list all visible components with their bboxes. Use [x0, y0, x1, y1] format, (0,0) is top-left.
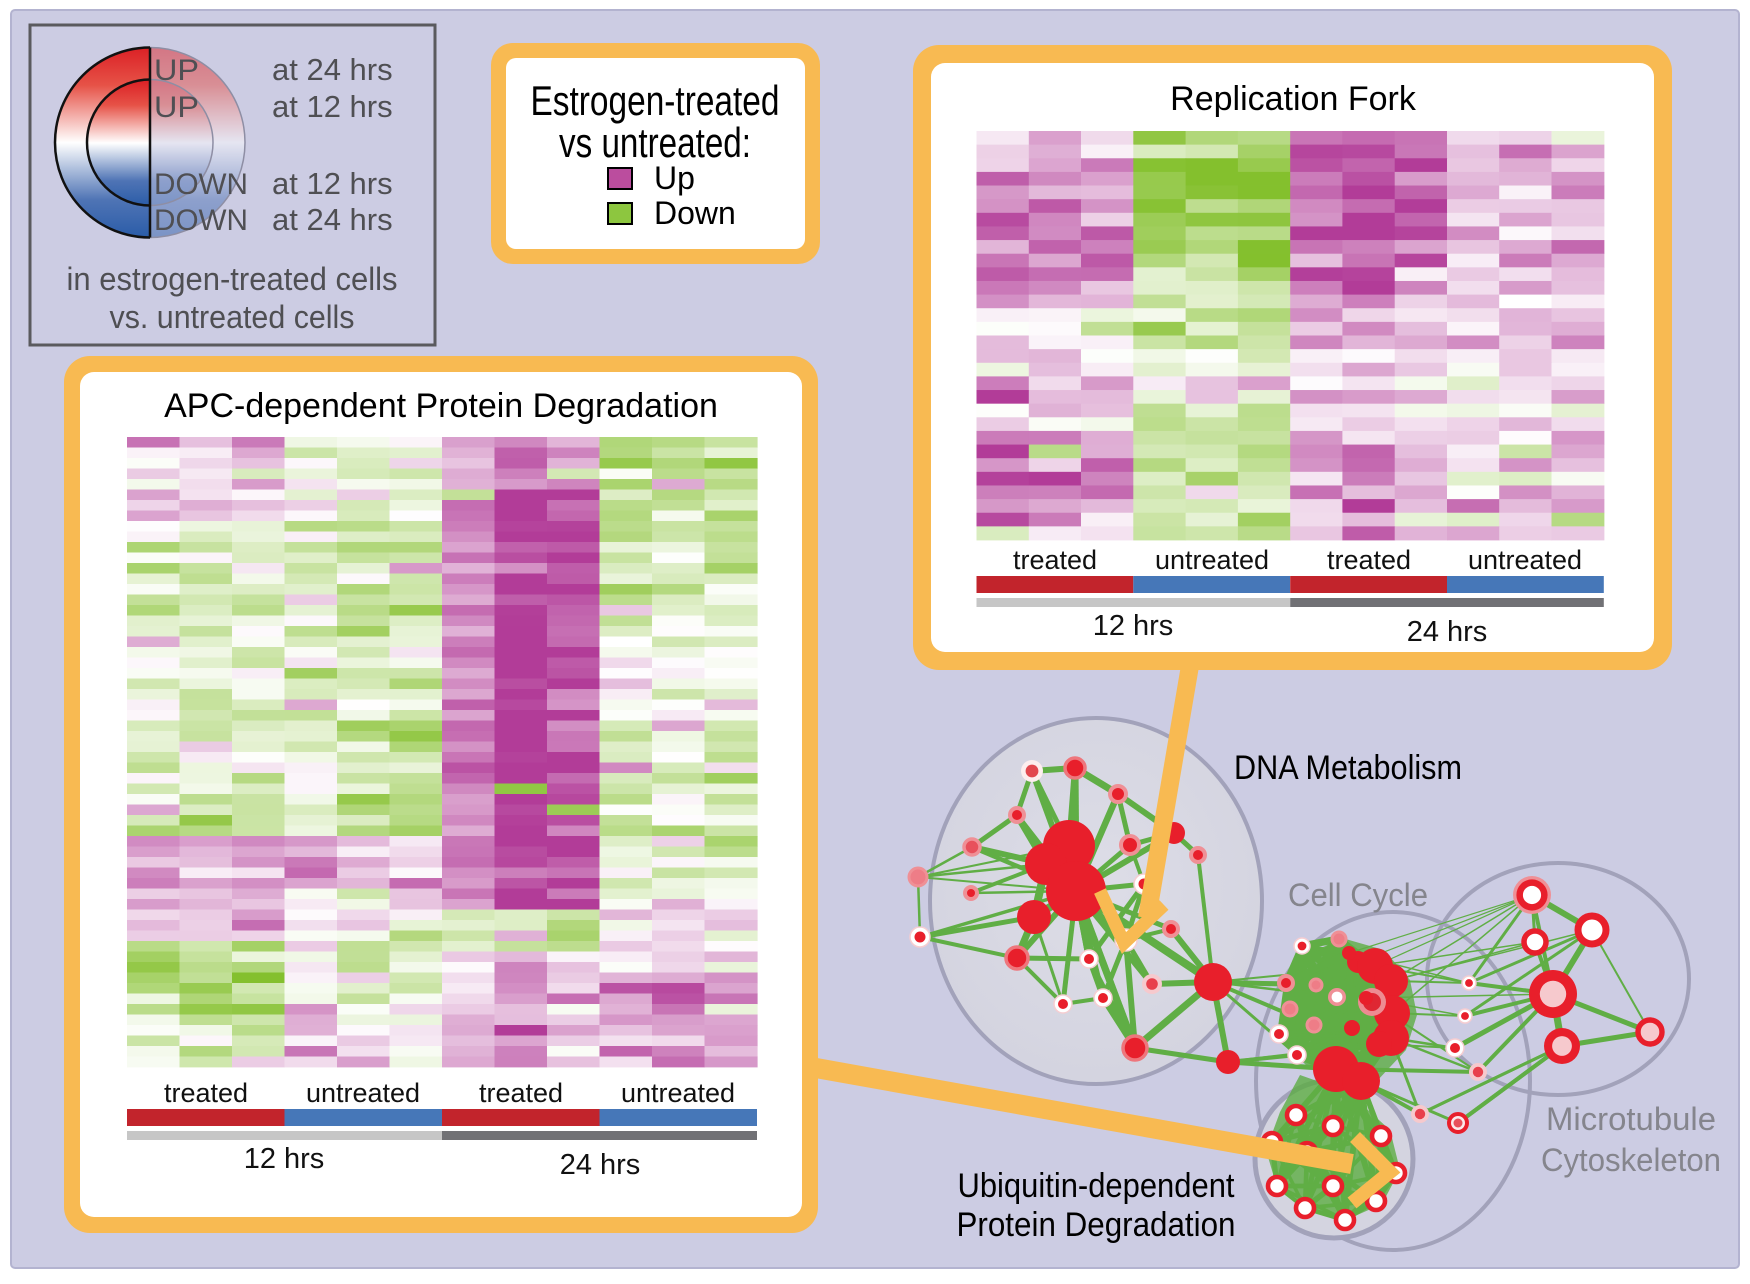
- svg-text:at 12 hrs: at 12 hrs: [272, 89, 393, 124]
- svg-text:treated: treated: [1327, 545, 1411, 575]
- svg-text:untreated: untreated: [1155, 545, 1269, 575]
- svg-text:24 hrs: 24 hrs: [560, 1149, 641, 1181]
- svg-text:DOWN: DOWN: [154, 204, 248, 237]
- svg-text:UP: UP: [154, 91, 199, 124]
- svg-text:Down: Down: [654, 195, 736, 231]
- svg-text:vs untreated:: vs untreated:: [559, 119, 751, 166]
- svg-text:Microtubule: Microtubule: [1546, 1101, 1716, 1137]
- svg-text:untreated: untreated: [1468, 545, 1582, 575]
- svg-text:treated: treated: [479, 1078, 563, 1108]
- svg-text:Protein Degradation: Protein Degradation: [957, 1206, 1236, 1244]
- svg-text:Cytoskeleton: Cytoskeleton: [1541, 1142, 1721, 1178]
- svg-text:Up: Up: [654, 160, 695, 196]
- svg-text:DNA Metabolism: DNA Metabolism: [1234, 749, 1462, 787]
- svg-text:DOWN: DOWN: [154, 168, 248, 201]
- svg-text:24 hrs: 24 hrs: [1407, 616, 1488, 648]
- svg-text:treated: treated: [164, 1078, 248, 1108]
- svg-text:treated: treated: [1013, 545, 1097, 575]
- svg-text:untreated: untreated: [621, 1078, 735, 1108]
- svg-text:12 hrs: 12 hrs: [244, 1143, 325, 1175]
- svg-text:APC-dependent Protein Degradat: APC-dependent Protein Degradation: [164, 387, 718, 425]
- svg-text:Cell Cycle: Cell Cycle: [1288, 877, 1428, 913]
- svg-text:at 12 hrs: at 12 hrs: [272, 166, 393, 201]
- svg-text:vs. untreated cells: vs. untreated cells: [110, 299, 355, 335]
- svg-text:untreated: untreated: [306, 1078, 420, 1108]
- svg-text:at 24 hrs: at 24 hrs: [272, 52, 393, 87]
- svg-text:Ubiquitin-dependent: Ubiquitin-dependent: [958, 1167, 1236, 1205]
- svg-text:Estrogen-treated: Estrogen-treated: [531, 77, 780, 124]
- svg-text:at 24 hrs: at 24 hrs: [272, 202, 393, 237]
- svg-text:12 hrs: 12 hrs: [1093, 610, 1174, 642]
- svg-text:UP: UP: [154, 54, 199, 87]
- svg-text:Replication Fork: Replication Fork: [1170, 80, 1417, 118]
- svg-text:in estrogen-treated cells: in estrogen-treated cells: [67, 261, 398, 297]
